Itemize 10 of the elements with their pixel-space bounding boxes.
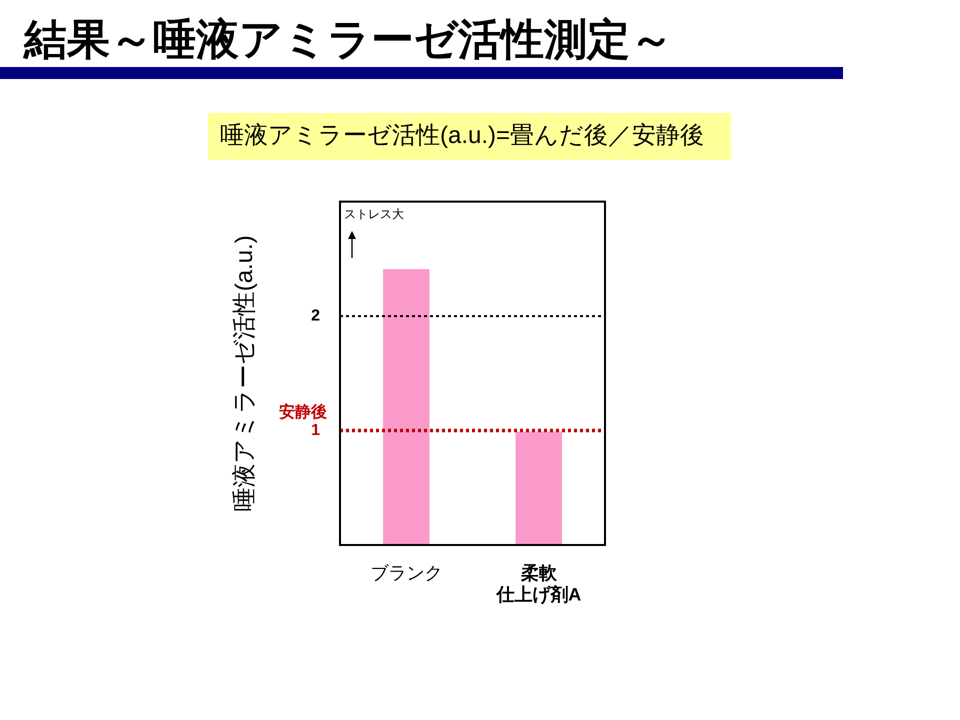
y-axis-title: 唾液アミラーゼ活性(a.u.) (231, 235, 258, 512)
annotation: ストレス大 (344, 206, 404, 221)
x-tick-label: 柔軟仕上げ剤A (495, 562, 582, 604)
y-tick-label: 1 (311, 422, 320, 439)
caption-box: 唾液アミラーゼ活性(a.u.)=畳んだ後／安静後 (208, 113, 731, 160)
chart-title: 結果～唾液アミラーゼ活性測定～ (24, 15, 673, 66)
ref-line-label: 安静後 (279, 402, 327, 421)
x-tick-label: ブランク (370, 562, 442, 583)
y-tick-label: 2 (311, 307, 320, 324)
chart-subtitle: 唾液アミラーゼ活性(a.u.)=畳んだ後／安静後 (220, 122, 704, 150)
